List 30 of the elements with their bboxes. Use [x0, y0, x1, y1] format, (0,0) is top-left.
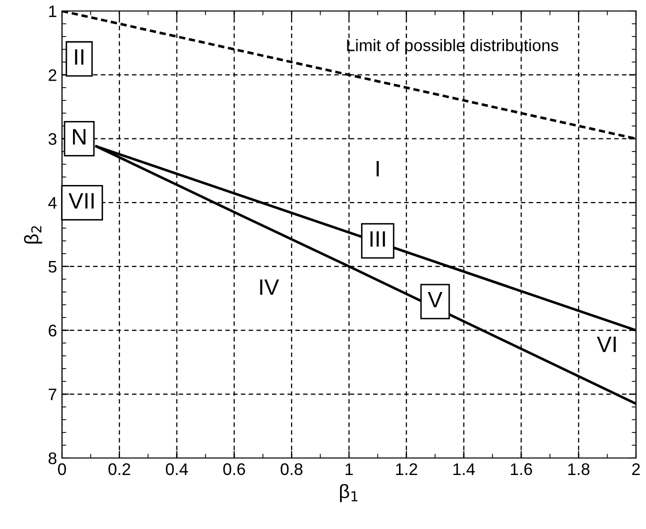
y-tick-label: 7: [48, 388, 56, 400]
y-tick-label: 3: [48, 133, 56, 145]
x-tick-label: 2: [632, 463, 640, 475]
x-tick-label: 0.4: [166, 463, 188, 476]
y-tick-label: 1: [49, 6, 56, 18]
annotation: Limit of possible distributions: [347, 38, 558, 55]
annotation: N: [73, 129, 86, 144]
x-tick-label: 0.6: [223, 463, 246, 476]
x-tick-label: 1.6: [510, 463, 532, 476]
y-tick-label: 6: [48, 324, 56, 336]
y-tick-label: 2: [48, 69, 56, 81]
x-tick-label: 0: [58, 463, 66, 476]
annotation: VI: [596, 336, 616, 352]
annotation: V: [428, 292, 442, 308]
x-tick-label: 1.4: [453, 463, 475, 475]
annotation: III: [370, 231, 385, 247]
annotation: I: [376, 161, 379, 176]
y-tick-label: 5: [48, 261, 56, 273]
x-tick-label: 0.2: [108, 463, 130, 476]
annotation: IV: [260, 279, 280, 295]
x-tick-label: 1.8: [568, 463, 590, 476]
annotation: II: [75, 49, 84, 65]
y-tick-label: 8: [48, 452, 56, 464]
x-tick-label: 1.2: [396, 463, 418, 475]
y-tick-label: 4: [48, 197, 57, 209]
annotation: VII: [68, 193, 94, 209]
x-axis-title: β$_{1}$: [340, 484, 358, 502]
x-tick-label: 1: [346, 463, 353, 475]
x-tick-label: 0.8: [280, 463, 302, 476]
y-axis-title: β$_{2}$: [24, 226, 42, 244]
